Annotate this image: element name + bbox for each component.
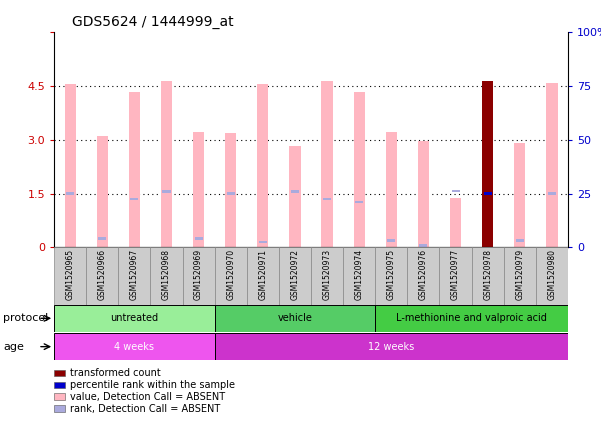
Bar: [86, 247, 118, 305]
Bar: [375, 305, 568, 332]
Bar: [162, 190, 171, 193]
Bar: [407, 247, 439, 305]
Text: GSM1520972: GSM1520972: [290, 249, 299, 300]
Bar: [291, 190, 299, 193]
Bar: [161, 81, 172, 247]
Text: GSM1520968: GSM1520968: [162, 249, 171, 300]
Bar: [311, 247, 343, 305]
Bar: [514, 143, 525, 247]
Text: rank, Detection Call = ABSENT: rank, Detection Call = ABSENT: [70, 404, 220, 414]
Bar: [118, 247, 150, 305]
Text: GSM1520976: GSM1520976: [419, 249, 428, 300]
Bar: [225, 133, 236, 247]
Bar: [504, 247, 536, 305]
Text: GDS5624 / 1444999_at: GDS5624 / 1444999_at: [72, 15, 234, 29]
Bar: [259, 241, 267, 243]
Bar: [482, 81, 493, 247]
Bar: [183, 247, 215, 305]
Bar: [484, 192, 492, 195]
Bar: [323, 198, 331, 200]
Text: value, Detection Call = ABSENT: value, Detection Call = ABSENT: [70, 392, 225, 402]
Bar: [150, 247, 183, 305]
Bar: [247, 247, 279, 305]
Bar: [418, 141, 429, 247]
Text: 4 weeks: 4 weeks: [114, 342, 154, 352]
Text: GSM1520978: GSM1520978: [483, 249, 492, 300]
Bar: [279, 247, 311, 305]
Text: GSM1520977: GSM1520977: [451, 249, 460, 300]
Text: GSM1520975: GSM1520975: [387, 249, 396, 300]
Text: GSM1520965: GSM1520965: [66, 249, 75, 300]
Bar: [353, 92, 365, 247]
Bar: [66, 192, 74, 195]
Bar: [548, 192, 556, 195]
Text: GSM1520969: GSM1520969: [194, 249, 203, 300]
Bar: [343, 247, 375, 305]
Bar: [257, 83, 269, 247]
Text: GSM1520973: GSM1520973: [323, 249, 332, 300]
Bar: [97, 136, 108, 247]
Bar: [193, 132, 204, 247]
Bar: [536, 247, 568, 305]
Bar: [355, 201, 363, 203]
Bar: [450, 198, 461, 247]
Bar: [387, 239, 395, 242]
Bar: [54, 247, 86, 305]
Bar: [472, 247, 504, 305]
Text: age: age: [3, 342, 24, 352]
Text: L-methionine and valproic acid: L-methionine and valproic acid: [396, 313, 547, 323]
Bar: [375, 247, 407, 305]
Bar: [64, 84, 76, 247]
Bar: [451, 190, 460, 192]
Bar: [516, 239, 524, 242]
Text: 12 weeks: 12 weeks: [368, 342, 415, 352]
Bar: [54, 333, 215, 360]
Bar: [54, 305, 215, 332]
Text: GSM1520980: GSM1520980: [548, 249, 557, 300]
Text: vehicle: vehicle: [278, 313, 313, 323]
Bar: [98, 237, 106, 240]
Bar: [439, 247, 472, 305]
Bar: [227, 192, 235, 195]
Text: GSM1520974: GSM1520974: [355, 249, 364, 300]
Bar: [130, 198, 138, 200]
Text: GSM1520967: GSM1520967: [130, 249, 139, 300]
Bar: [129, 92, 140, 247]
Text: GSM1520971: GSM1520971: [258, 249, 267, 300]
Text: percentile rank within the sample: percentile rank within the sample: [70, 380, 235, 390]
Text: transformed count: transformed count: [70, 368, 160, 378]
Bar: [195, 237, 203, 240]
Bar: [289, 146, 300, 247]
Bar: [215, 247, 247, 305]
Bar: [215, 305, 375, 332]
Text: GSM1520966: GSM1520966: [98, 249, 107, 300]
Bar: [386, 132, 397, 247]
Bar: [419, 244, 427, 247]
Text: protocol: protocol: [3, 313, 48, 323]
Text: GSM1520979: GSM1520979: [515, 249, 524, 300]
Text: untreated: untreated: [111, 313, 159, 323]
Bar: [215, 333, 568, 360]
Bar: [322, 81, 333, 247]
Text: GSM1520970: GSM1520970: [226, 249, 235, 300]
Bar: [546, 83, 558, 247]
